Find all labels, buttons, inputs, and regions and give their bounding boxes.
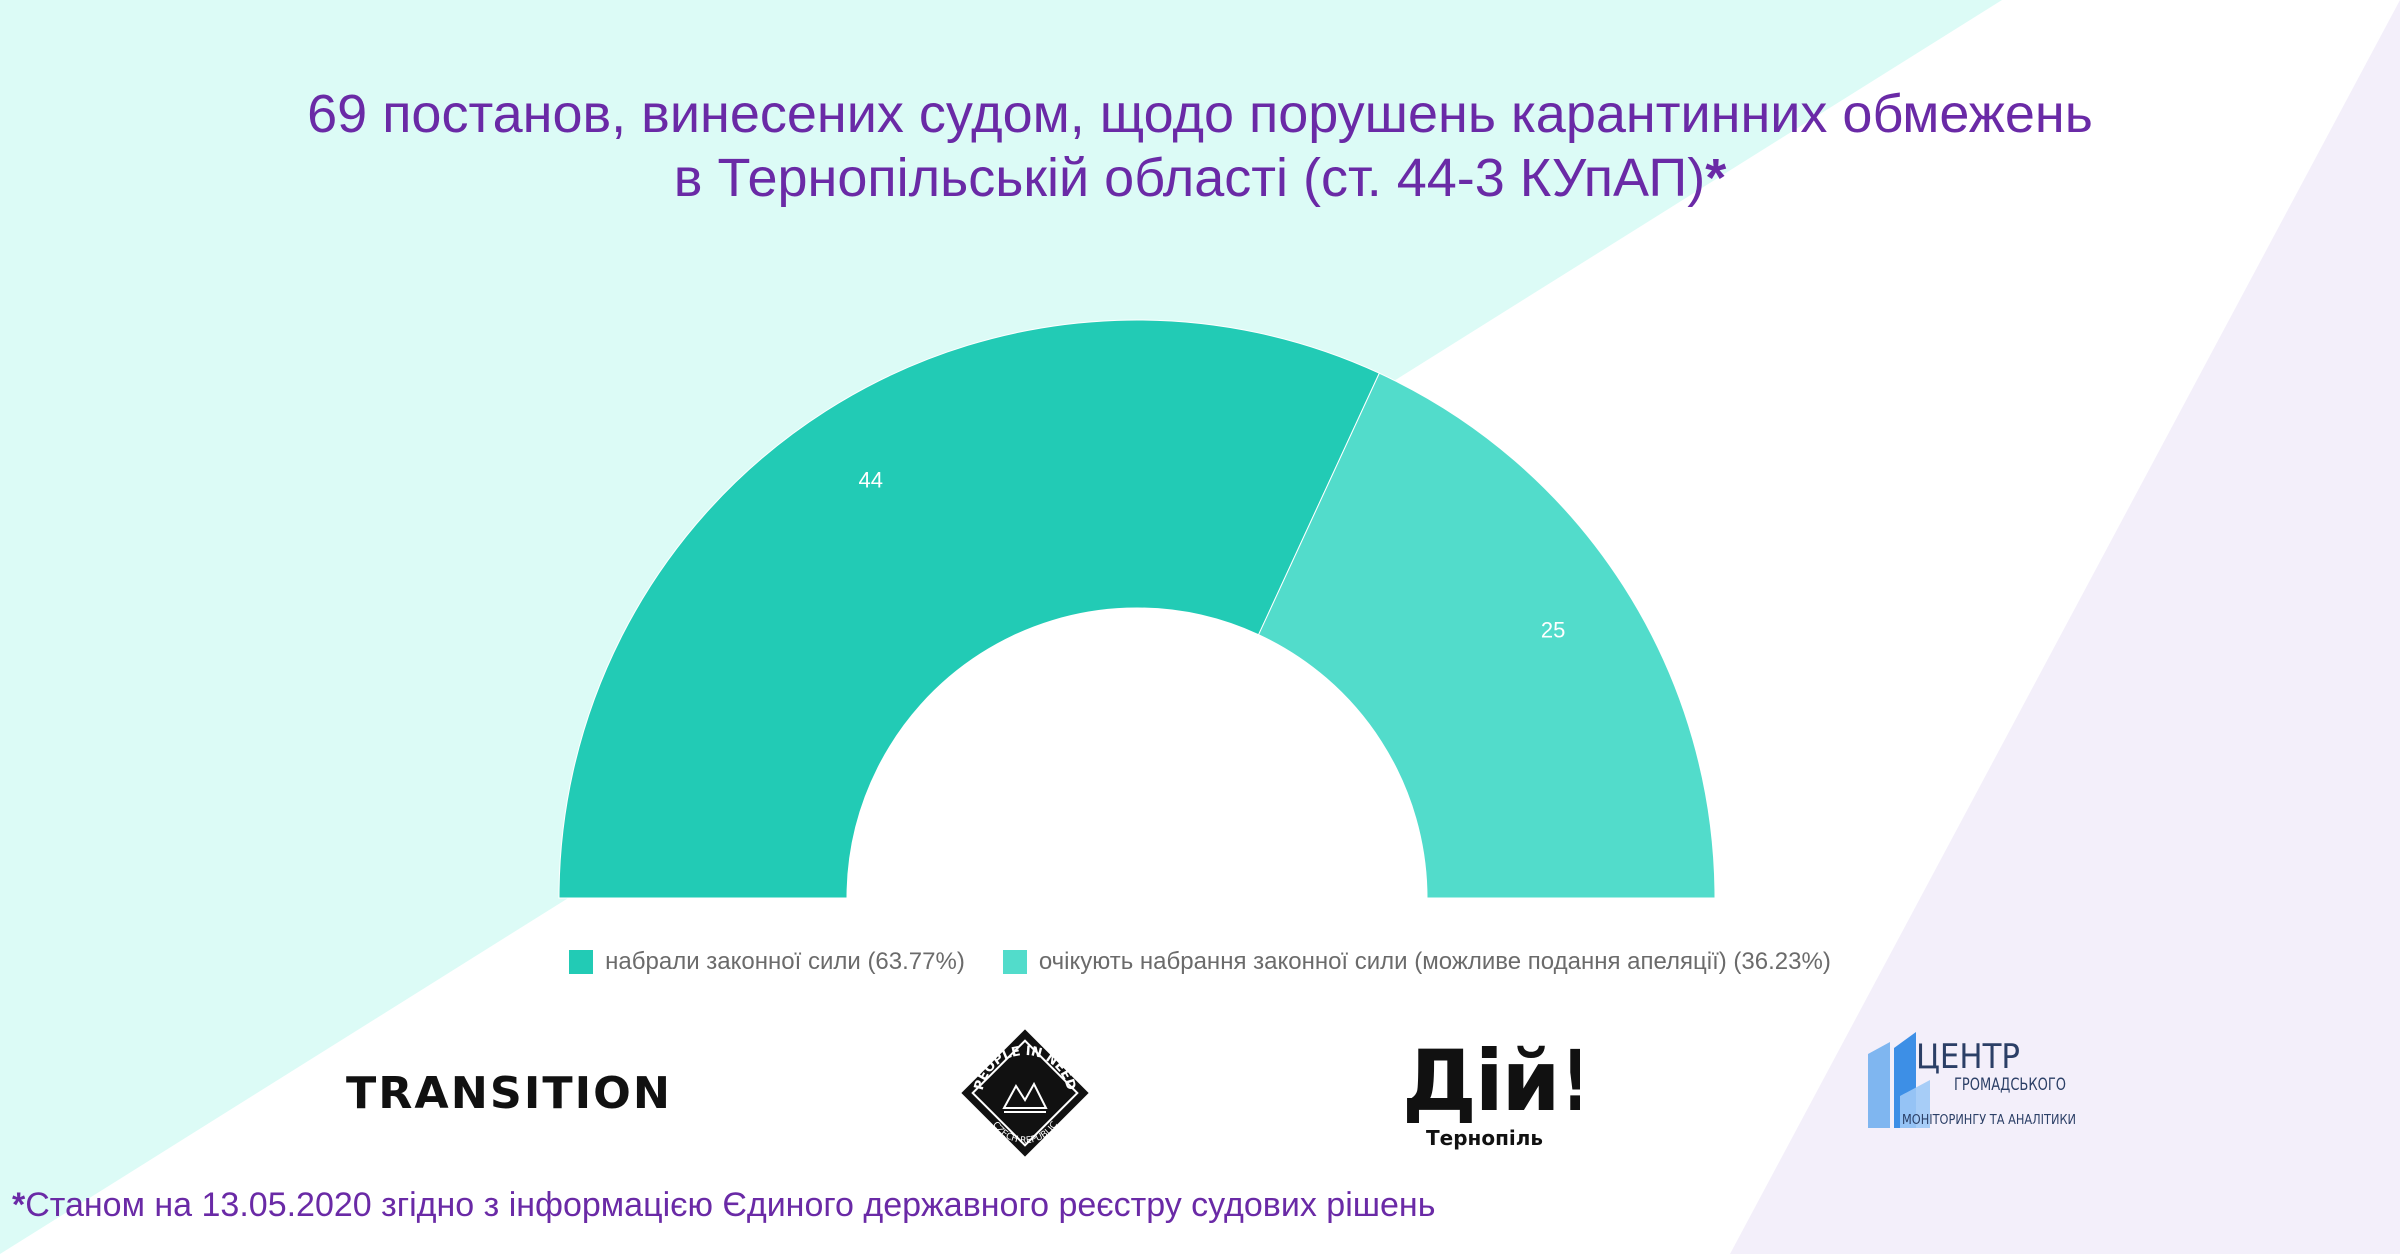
people-in-need-logo: PEOPLE IN NEED CZECH REPUBLIC [961, 1029, 1089, 1157]
centr-logo: ЦЕНТР ГРОМАДСЬКОГО МОНІТОРИНГУ ТА АНАЛІТ… [1868, 1032, 2076, 1128]
centr-logo-line-2: ГРОМАДСЬКОГО [1954, 1075, 2066, 1095]
legend-swatch-entered-force [569, 950, 594, 974]
transition-logo: TRANSITION [346, 1068, 672, 1116]
legend-swatch-pending [1002, 950, 1027, 974]
chart-title-line-1: 69 постанов, винесених судом, щодо поруш… [307, 84, 2093, 144]
footnote-asterisk: * [12, 1186, 26, 1224]
legend-label-entered-force: набрали законної сили (63.77%) [605, 948, 965, 975]
legend-label-pending: очікують набрання законної сили (можливе… [1038, 948, 1831, 975]
data-label-pending: 25 [1541, 618, 1565, 643]
title-asterisk: * [1705, 148, 1727, 208]
data-label-entered-force: 44 [859, 468, 883, 493]
chart-title: 69 постанов, винесених судом, щодо поруш… [0, 82, 2400, 210]
diy-logo-text: Дій! [1402, 1032, 1580, 1130]
slice-pending[interactable] [1257, 372, 1716, 899]
chart-data-labels: 44 25 [859, 468, 1566, 643]
chart-legend: набрали законної сили (63.77%) очікують … [0, 948, 2400, 976]
chart-slices [558, 319, 1716, 899]
centr-logo-line-1: ЦЕНТР [1916, 1037, 2020, 1077]
diy-logo-city: Тернопіль [1426, 1126, 1543, 1150]
diy-ternopil-logo: Дій! Тернопіль [1402, 1032, 1580, 1150]
slice-entered-force[interactable] [558, 319, 1380, 899]
transition-logo-text: TRANSITION [346, 1068, 672, 1116]
legend-item-entered-force[interactable]: набрали законної сили (63.77%) [569, 948, 965, 976]
lavender-background-shape [1730, 0, 2400, 1254]
footnote: *Станом на 13.05.2020 згідно з інформаці… [12, 1186, 1435, 1225]
chart-title-line-2: в Тернопільській області (ст. 44-3 КУпАП… [673, 148, 1706, 208]
centr-logo-line-3: МОНІТОРИНГУ ТА АНАЛІТИКИ [1902, 1113, 2076, 1128]
chart-title-line-2-wrap: в Тернопільській області (ст. 44-3 КУпАП… [0, 146, 2400, 210]
footnote-text: Станом на 13.05.2020 згідно з інформаціє… [25, 1186, 1436, 1224]
legend-item-pending[interactable]: очікують набрання законної сили (можливе… [1002, 948, 1831, 976]
